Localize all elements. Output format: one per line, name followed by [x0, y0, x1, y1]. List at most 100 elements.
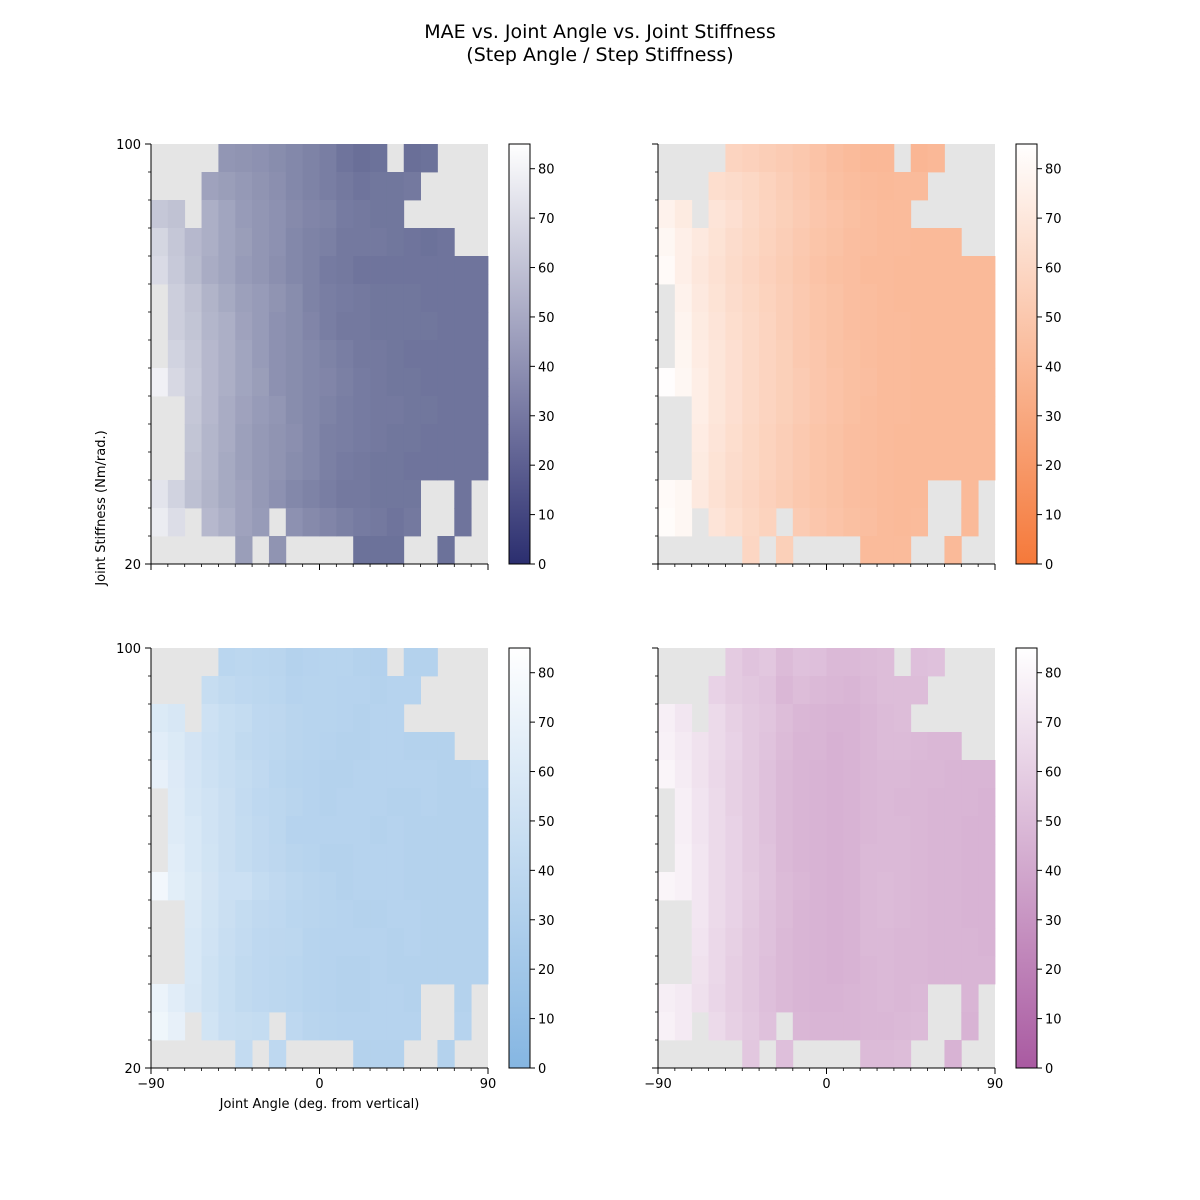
heatmap-cell [691, 396, 709, 425]
colorbar-tick-label: 70 [538, 212, 555, 227]
heatmap-cell [403, 816, 421, 845]
heatmap-cell [403, 872, 421, 901]
heatmap-cell [420, 816, 438, 845]
heatmap-cell [691, 228, 709, 257]
chart-title-line2: (Step Angle / Step Stiffness) [466, 44, 733, 66]
heatmap-cell [353, 704, 371, 733]
heatmap-cell [860, 984, 878, 1013]
heatmap-cell [691, 844, 709, 873]
heatmap-cell [809, 816, 827, 845]
heatmap-cell [826, 732, 844, 761]
heatmap-cell [725, 228, 743, 257]
heatmap-cell [978, 424, 996, 453]
heatmap-cell [893, 508, 912, 537]
x-axis-label: Joint Angle (deg. from vertical) [219, 1097, 420, 1112]
heatmap-cell [268, 396, 287, 425]
heatmap-cell [877, 480, 895, 509]
heatmap-cell [843, 256, 861, 285]
heatmap-cell [252, 200, 270, 229]
heatmap-cell [336, 200, 354, 229]
heatmap-cell [370, 312, 388, 341]
heatmap-cell [877, 928, 895, 957]
heatmap-cell [353, 788, 371, 817]
heatmap-cell [759, 928, 777, 957]
heatmap-cell [285, 452, 304, 481]
heatmap-cell [691, 732, 709, 761]
heatmap-cell [218, 900, 236, 929]
heatmap-cell [370, 872, 388, 901]
heatmap-cell [370, 984, 388, 1013]
heatmap-cell [725, 928, 743, 957]
heatmap-cell [843, 956, 861, 985]
heatmap-cell [809, 200, 827, 229]
heatmap-cell [302, 228, 320, 257]
heatmap-cell [184, 872, 202, 901]
heatmap-cell [454, 984, 472, 1013]
heatmap-cell [978, 312, 996, 341]
heatmap-cell [268, 648, 287, 677]
heatmap-cell [860, 956, 878, 985]
heatmap-cell [792, 900, 811, 929]
heatmap-cell [235, 172, 253, 201]
heatmap-cell [370, 788, 388, 817]
heatmap-cell [268, 956, 287, 985]
heatmap-cell [403, 732, 421, 761]
heatmap-cell [759, 424, 777, 453]
heatmap-cell [658, 1012, 676, 1041]
heatmap-cell [809, 676, 827, 705]
heatmap-cell [454, 284, 472, 313]
heatmap-cell [927, 816, 945, 845]
heatmap-cell [353, 844, 371, 873]
heatmap-cell [420, 788, 438, 817]
y-tick-label: 100 [116, 138, 141, 153]
heatmap-cell [674, 480, 693, 509]
heatmap-cell [893, 928, 912, 957]
heatmap-cell [268, 480, 287, 509]
heatmap-cell [454, 312, 472, 341]
heatmap-cell [843, 900, 861, 929]
heatmap-cell [268, 452, 287, 481]
heatmap-cell [775, 984, 794, 1013]
heatmap-cell [201, 480, 219, 509]
heatmap-cell [218, 648, 236, 677]
heatmap-cell [201, 368, 219, 397]
heatmap-cell [285, 872, 304, 901]
heatmap-cell [302, 648, 320, 677]
heatmap-cell [893, 256, 912, 285]
heatmap-cell [944, 284, 962, 313]
heatmap-cell [184, 452, 202, 481]
heatmap-cell [944, 872, 962, 901]
heatmap-cell [792, 172, 811, 201]
heatmap-cell [809, 172, 827, 201]
heatmap-cell [674, 844, 693, 873]
heatmap-cell [691, 312, 709, 341]
heatmap-cell [471, 368, 489, 397]
heatmap-cell [336, 228, 354, 257]
heatmap-cell [336, 648, 354, 677]
heatmap-cell [961, 396, 979, 425]
heatmap-cell [877, 648, 895, 677]
heatmap-cell [370, 200, 388, 229]
heatmap-cell [843, 788, 861, 817]
heatmap-cell [218, 704, 236, 733]
heatmap-cell [910, 228, 928, 257]
heatmap-cell [386, 200, 405, 229]
heatmap-cell [893, 396, 912, 425]
heatmap-cell [893, 172, 912, 201]
colorbar-tick-label: 20 [538, 963, 555, 978]
heatmap-cell [403, 480, 421, 509]
heatmap-cell [658, 872, 676, 901]
colorbar-tick-label: 30 [1045, 410, 1062, 425]
heatmap-cell [759, 256, 777, 285]
heatmap-cell [792, 648, 811, 677]
heatmap-cell [403, 844, 421, 873]
heatmap-cell [370, 1012, 388, 1041]
heatmap-cell [893, 844, 912, 873]
heatmap-cell [353, 200, 371, 229]
heatmap-cell [809, 480, 827, 509]
heatmap-cell [775, 704, 794, 733]
heatmap-cell [370, 760, 388, 789]
heatmap-cell [910, 340, 928, 369]
heatmap-cell [353, 284, 371, 313]
heatmap-cell [860, 144, 878, 173]
